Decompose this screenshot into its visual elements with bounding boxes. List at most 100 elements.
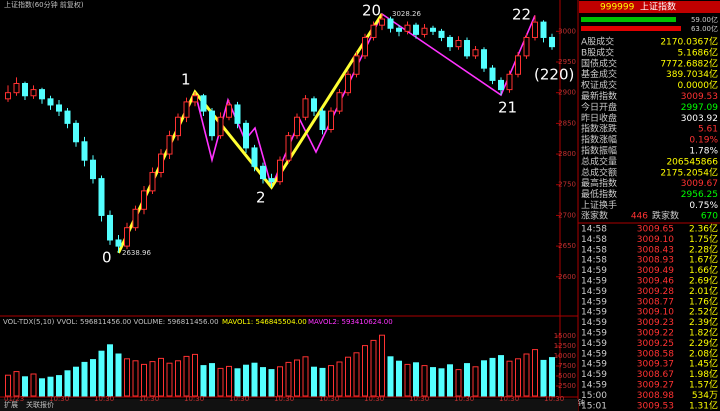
tick-price: 3009.10: [637, 308, 674, 318]
volume-bar: [13, 371, 20, 397]
candle-body: [421, 27, 428, 35]
tick-price: 3009.37: [637, 360, 674, 370]
y-tick-label: 2750: [558, 181, 576, 189]
volume-bar: [285, 361, 292, 397]
volume-bar: [481, 360, 487, 397]
mavol2: MAVOL2: 593410624.00: [308, 318, 393, 326]
tick-time: 14:59: [581, 308, 607, 318]
wave-label: 20: [362, 2, 381, 20]
up-label: 涨家数: [581, 210, 608, 222]
candle-body: [5, 92, 11, 100]
volume-bar: [141, 363, 147, 397]
candle-body: [115, 239, 122, 247]
bar-red: [581, 26, 681, 31]
tick-price: 3008.43: [637, 245, 674, 255]
tick-time: 15:00: [581, 391, 607, 401]
stat-label: 总成交量: [581, 155, 617, 167]
candle-body: [47, 98, 54, 106]
toolbar-tab[interactable]: 关联报价: [26, 400, 54, 409]
tick-time: 14:59: [581, 339, 607, 349]
mavol1: MAVOL1: 546845504.00: [222, 318, 307, 326]
stat-value: 3009.67: [681, 179, 718, 189]
volume-bar: [277, 366, 283, 397]
tick-volume: 1.57亿: [689, 379, 718, 391]
candle-body: [234, 104, 241, 124]
wave-label: 1: [181, 71, 191, 89]
tick-time: 14:59: [581, 360, 607, 370]
volume-bar: [430, 367, 436, 397]
y-tick-label: 2950: [558, 58, 576, 66]
stat-label: 昨日收盘: [581, 112, 617, 124]
candle-body: [73, 122, 79, 143]
x-tick-label: 10:30: [454, 395, 474, 403]
tick-volume: 1.98亿: [689, 368, 718, 380]
candle-body: [56, 104, 62, 112]
candle-body: [379, 18, 385, 26]
tick-time: 14:59: [581, 297, 607, 307]
chart-title: 上证指数(60分钟 前复权): [4, 0, 84, 9]
tick-volume: 2.52亿: [689, 306, 718, 318]
tick-volume: 2.36亿: [689, 223, 718, 235]
volume-bar: [251, 362, 258, 397]
volume-bar: [464, 363, 470, 397]
stat-label: B股成交: [581, 46, 614, 58]
candle-body: [217, 116, 224, 137]
tick-time: 14:59: [581, 318, 607, 328]
x-tick-label: 10:30: [184, 395, 204, 403]
tick-price: 3009.46: [637, 277, 674, 287]
volume-bar: [243, 364, 249, 397]
v-tick-label: 12500: [554, 342, 576, 350]
candle-body: [396, 27, 402, 32]
volume-bar: [345, 356, 351, 397]
candle-body: [362, 36, 368, 57]
volume-bar: [319, 367, 326, 397]
candle-body: [64, 110, 71, 124]
tick-price: 3009.10: [637, 235, 674, 245]
candle-body: [39, 89, 45, 100]
volume-bar: [30, 373, 37, 397]
volume-bar: [73, 366, 79, 397]
volume-bar: [362, 345, 368, 397]
tick-volume: 1.75亿: [689, 233, 718, 245]
wave-label: 22: [512, 6, 531, 24]
volume-bar: [353, 352, 360, 397]
volume-bar: [498, 355, 504, 397]
volume-bar: [226, 365, 232, 397]
candle-body: [294, 116, 300, 137]
tick-price: 3008.93: [637, 256, 674, 266]
tick-price: 3009.28: [637, 287, 674, 297]
stat-value: 5.61: [698, 125, 718, 135]
candle-body: [251, 147, 258, 167]
candle-body: [243, 122, 249, 149]
candle-body: [353, 55, 360, 75]
candle-body: [438, 30, 445, 38]
toolbar-tab[interactable]: 扩展: [4, 400, 18, 409]
tick-price: 3009.25: [637, 339, 674, 349]
volume-bar: [455, 369, 462, 397]
tick-volume: 1.45亿: [689, 358, 718, 370]
candle-body: [149, 171, 156, 192]
stat-label: 今日开盘: [581, 101, 617, 113]
volume-bar: [268, 369, 275, 397]
candle-body: [200, 95, 207, 112]
candle-body: [404, 24, 411, 32]
stat-label: 国债成交: [581, 57, 617, 69]
candle-body: [141, 190, 147, 210]
tick-price: 3009.22: [637, 329, 674, 339]
tick-price: 3009.23: [637, 318, 674, 328]
stat-value: 206545866: [666, 157, 718, 167]
stat-value: 389.7034亿: [666, 68, 718, 80]
candle-body: [387, 18, 394, 29]
x-tick-label: 10:30: [499, 395, 519, 403]
bar-green: [581, 17, 676, 22]
candle-body: [523, 36, 530, 57]
volume-bar: [506, 360, 513, 397]
candle-body: [430, 27, 436, 32]
candle-body: [370, 24, 377, 38]
stat-label: 权证成交: [581, 79, 617, 91]
volume-bar: [260, 367, 266, 397]
candle-body: [549, 36, 555, 48]
candle-body: [175, 116, 181, 137]
volume-bar: [328, 365, 334, 397]
